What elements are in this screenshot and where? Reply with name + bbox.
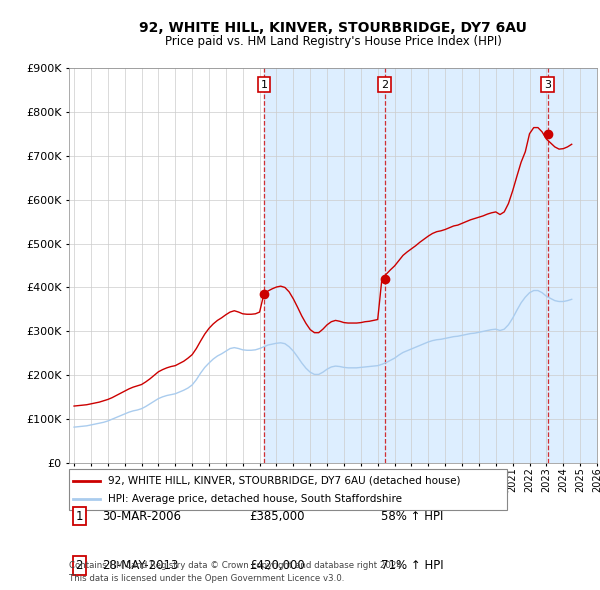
Text: 28-MAY-2013: 28-MAY-2013 <box>102 559 178 572</box>
Text: 2: 2 <box>76 559 83 572</box>
Text: 92, WHITE HILL, KINVER, STOURBRIDGE, DY7 6AU (detached house): 92, WHITE HILL, KINVER, STOURBRIDGE, DY7… <box>109 476 461 486</box>
Bar <box>385 68 548 463</box>
Text: 1: 1 <box>76 510 83 523</box>
Text: £420,000: £420,000 <box>249 559 305 572</box>
Text: 92, WHITE HILL, KINVER, STOURBRIDGE, DY7 6AU: 92, WHITE HILL, KINVER, STOURBRIDGE, DY7… <box>139 21 527 35</box>
Text: HPI: Average price, detached house, South Staffordshire: HPI: Average price, detached house, Sout… <box>109 494 403 504</box>
Bar <box>548 68 597 463</box>
Text: 30-MAR-2006: 30-MAR-2006 <box>102 510 181 523</box>
Text: 3: 3 <box>544 80 551 90</box>
Text: £385,000: £385,000 <box>249 510 305 523</box>
FancyBboxPatch shape <box>69 469 507 510</box>
Text: 2: 2 <box>381 80 388 90</box>
Text: 58% ↑ HPI: 58% ↑ HPI <box>381 510 443 523</box>
Text: Price paid vs. HM Land Registry's House Price Index (HPI): Price paid vs. HM Land Registry's House … <box>164 35 502 48</box>
Bar <box>264 68 385 463</box>
Text: Contains HM Land Registry data © Crown copyright and database right 2024.
This d: Contains HM Land Registry data © Crown c… <box>69 562 404 583</box>
Text: 71% ↑ HPI: 71% ↑ HPI <box>381 559 443 572</box>
Text: 1: 1 <box>260 80 268 90</box>
